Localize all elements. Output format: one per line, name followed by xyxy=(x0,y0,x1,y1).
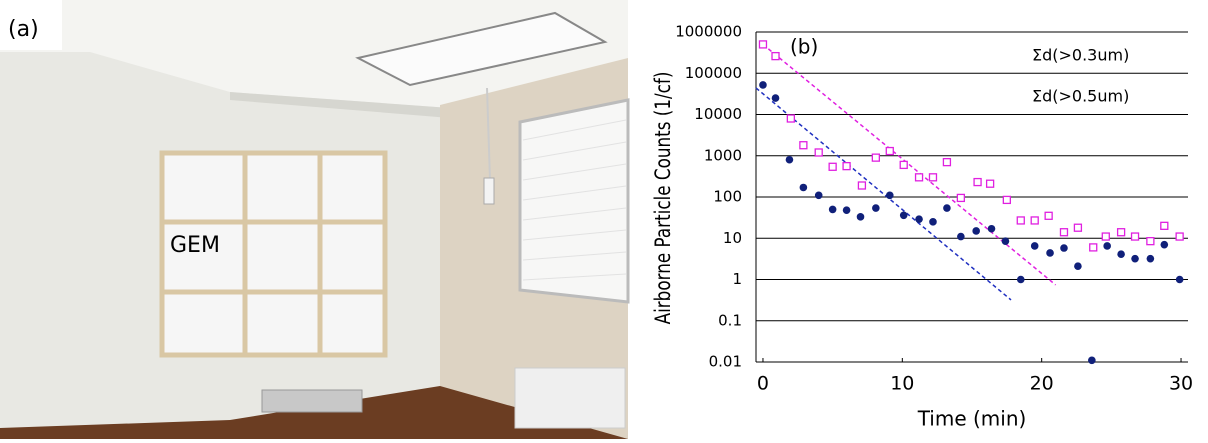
point xyxy=(929,218,937,226)
point xyxy=(759,81,767,89)
point xyxy=(916,174,923,181)
point xyxy=(943,159,950,166)
vent xyxy=(262,390,362,412)
point xyxy=(1017,276,1025,284)
x-axis-title: Time (min) xyxy=(917,407,1027,431)
panel-label: (a) xyxy=(8,17,39,42)
point xyxy=(915,215,923,223)
point xyxy=(1074,262,1082,270)
point xyxy=(800,184,808,192)
radiator xyxy=(515,368,625,428)
point xyxy=(1002,237,1010,245)
point xyxy=(1176,276,1184,284)
x-tick-label: 0 xyxy=(757,373,769,395)
point xyxy=(829,206,837,214)
point xyxy=(1031,242,1039,250)
x-tick-label: 30 xyxy=(1169,373,1193,395)
point xyxy=(900,161,907,168)
point xyxy=(974,179,981,186)
point xyxy=(1176,233,1183,240)
point xyxy=(829,163,836,170)
point xyxy=(1045,212,1052,219)
y-tick-label: 1000000 xyxy=(675,23,742,41)
point xyxy=(1017,217,1024,224)
point xyxy=(872,154,879,161)
series-label: Σd(>0.3um) xyxy=(1032,46,1129,65)
chart: (b) Time (min) Airborne Particle Counts … xyxy=(651,23,1193,431)
point xyxy=(857,213,865,221)
point xyxy=(1088,356,1096,364)
point xyxy=(929,174,936,181)
y-tick-label: 1000 xyxy=(704,146,742,164)
point xyxy=(1147,238,1154,245)
y-tick-label: 10 xyxy=(723,229,742,247)
point xyxy=(886,191,894,199)
y-tick-label: 10000 xyxy=(694,105,742,123)
y-axis-title: Airborne Particle Counts (1/cf) xyxy=(651,72,675,325)
switch xyxy=(484,178,494,204)
y-tick-label: 100000 xyxy=(685,64,742,82)
point xyxy=(987,180,994,187)
point xyxy=(1147,255,1155,263)
point xyxy=(1060,244,1068,252)
trend-line xyxy=(763,44,1056,284)
point xyxy=(1102,233,1109,240)
point xyxy=(1074,224,1081,231)
point xyxy=(1090,244,1097,251)
point xyxy=(988,225,996,233)
point xyxy=(772,53,779,60)
point xyxy=(1117,250,1125,258)
figure: (a) GEM (b) Time (min) Airborne Particle… xyxy=(0,0,1208,439)
point xyxy=(843,206,851,214)
x-tick-label: 20 xyxy=(1030,373,1054,395)
point xyxy=(772,94,780,102)
annotation: GEM xyxy=(170,233,220,258)
point xyxy=(800,142,807,149)
point xyxy=(1003,196,1010,203)
y-tick-label: 100 xyxy=(713,188,742,206)
point xyxy=(957,233,965,241)
point xyxy=(787,115,794,122)
point xyxy=(943,204,951,212)
point xyxy=(843,163,850,170)
point xyxy=(1103,242,1111,250)
point xyxy=(759,41,766,48)
point xyxy=(957,194,964,201)
point xyxy=(900,212,908,220)
point xyxy=(815,149,822,156)
point xyxy=(786,156,794,164)
point xyxy=(872,204,880,212)
panel-label: (b) xyxy=(790,35,818,59)
point xyxy=(1161,222,1168,229)
point xyxy=(1131,255,1139,263)
point xyxy=(972,227,980,235)
point xyxy=(858,182,865,189)
point xyxy=(1060,229,1067,236)
point xyxy=(1132,233,1139,240)
point xyxy=(1118,229,1125,236)
point xyxy=(815,191,823,199)
series-label: Σd(>0.5um) xyxy=(1032,87,1129,106)
point xyxy=(1161,241,1169,249)
y-tick-label: 1 xyxy=(732,270,742,288)
point xyxy=(1031,217,1038,224)
photo: (a) GEM xyxy=(0,0,628,439)
point xyxy=(1046,249,1054,257)
x-tick-label: 10 xyxy=(890,373,914,395)
y-tick-label: 0.1 xyxy=(718,311,742,329)
point xyxy=(886,148,893,155)
y-tick-label: 0.01 xyxy=(709,353,742,371)
